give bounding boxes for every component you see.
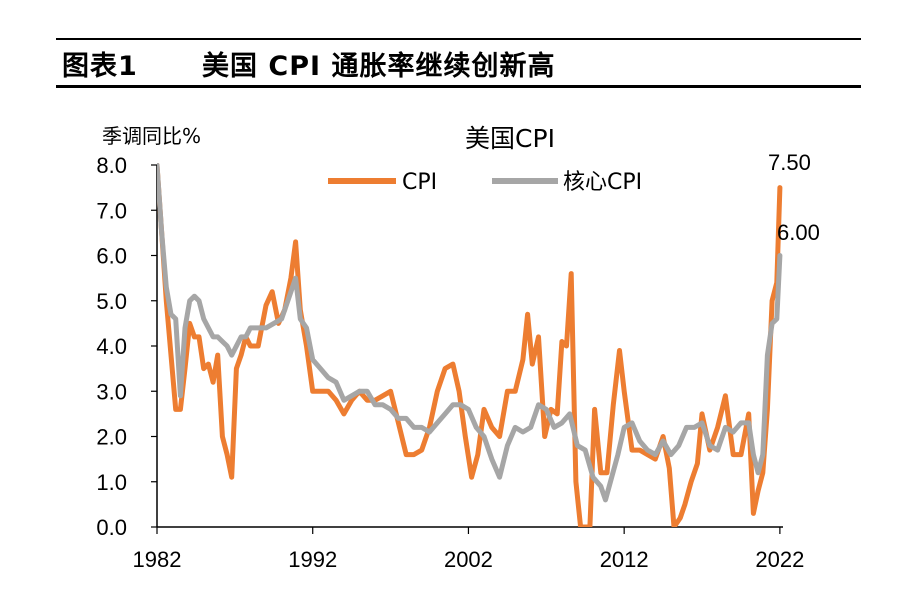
y-tick-label: 6.0 [96, 244, 127, 269]
x-tick-label: 2012 [600, 547, 649, 572]
legend-label-cpi: CPI [402, 170, 437, 195]
end-label-cpi: 7.50 [768, 150, 811, 175]
end-label-core-cpi: 6.00 [777, 220, 820, 245]
series-line-cpi [157, 163, 783, 527]
header-rule [56, 85, 861, 88]
y-tick-label: 8.0 [96, 153, 127, 178]
figure-label: 图表1 [62, 51, 138, 82]
chart-title: 美国CPI [465, 124, 555, 153]
y-axis-unit-label: 季调同比% [102, 124, 201, 148]
y-tick-label: 4.0 [96, 334, 127, 359]
y-tick-label: 5.0 [96, 289, 127, 314]
series-line-core [157, 163, 783, 503]
top-rule [56, 38, 861, 40]
series-lines [157, 163, 783, 527]
legend: CPI 核心CPI [328, 170, 642, 195]
figure-title: 美国 CPI 通胀率继续创新高 [202, 51, 556, 82]
y-tick-label: 2.0 [96, 425, 127, 450]
x-tick-label: 2002 [444, 547, 493, 572]
x-tick-label: 2022 [755, 547, 804, 572]
x-tick-label: 1992 [288, 547, 337, 572]
y-tick-label: 1.0 [96, 470, 127, 495]
y-tick-label: 0.0 [96, 515, 127, 540]
legend-label-core-cpi: 核心CPI [563, 170, 642, 195]
y-tick-label: 3.0 [96, 379, 127, 404]
y-tick-label: 7.0 [96, 198, 127, 223]
x-tick-label: 1982 [133, 547, 182, 572]
axes: 0.0 1.0 2.0 3.0 4.0 5.0 6.0 7.0 8.0 1982 1992 2002 2… [96, 153, 804, 572]
